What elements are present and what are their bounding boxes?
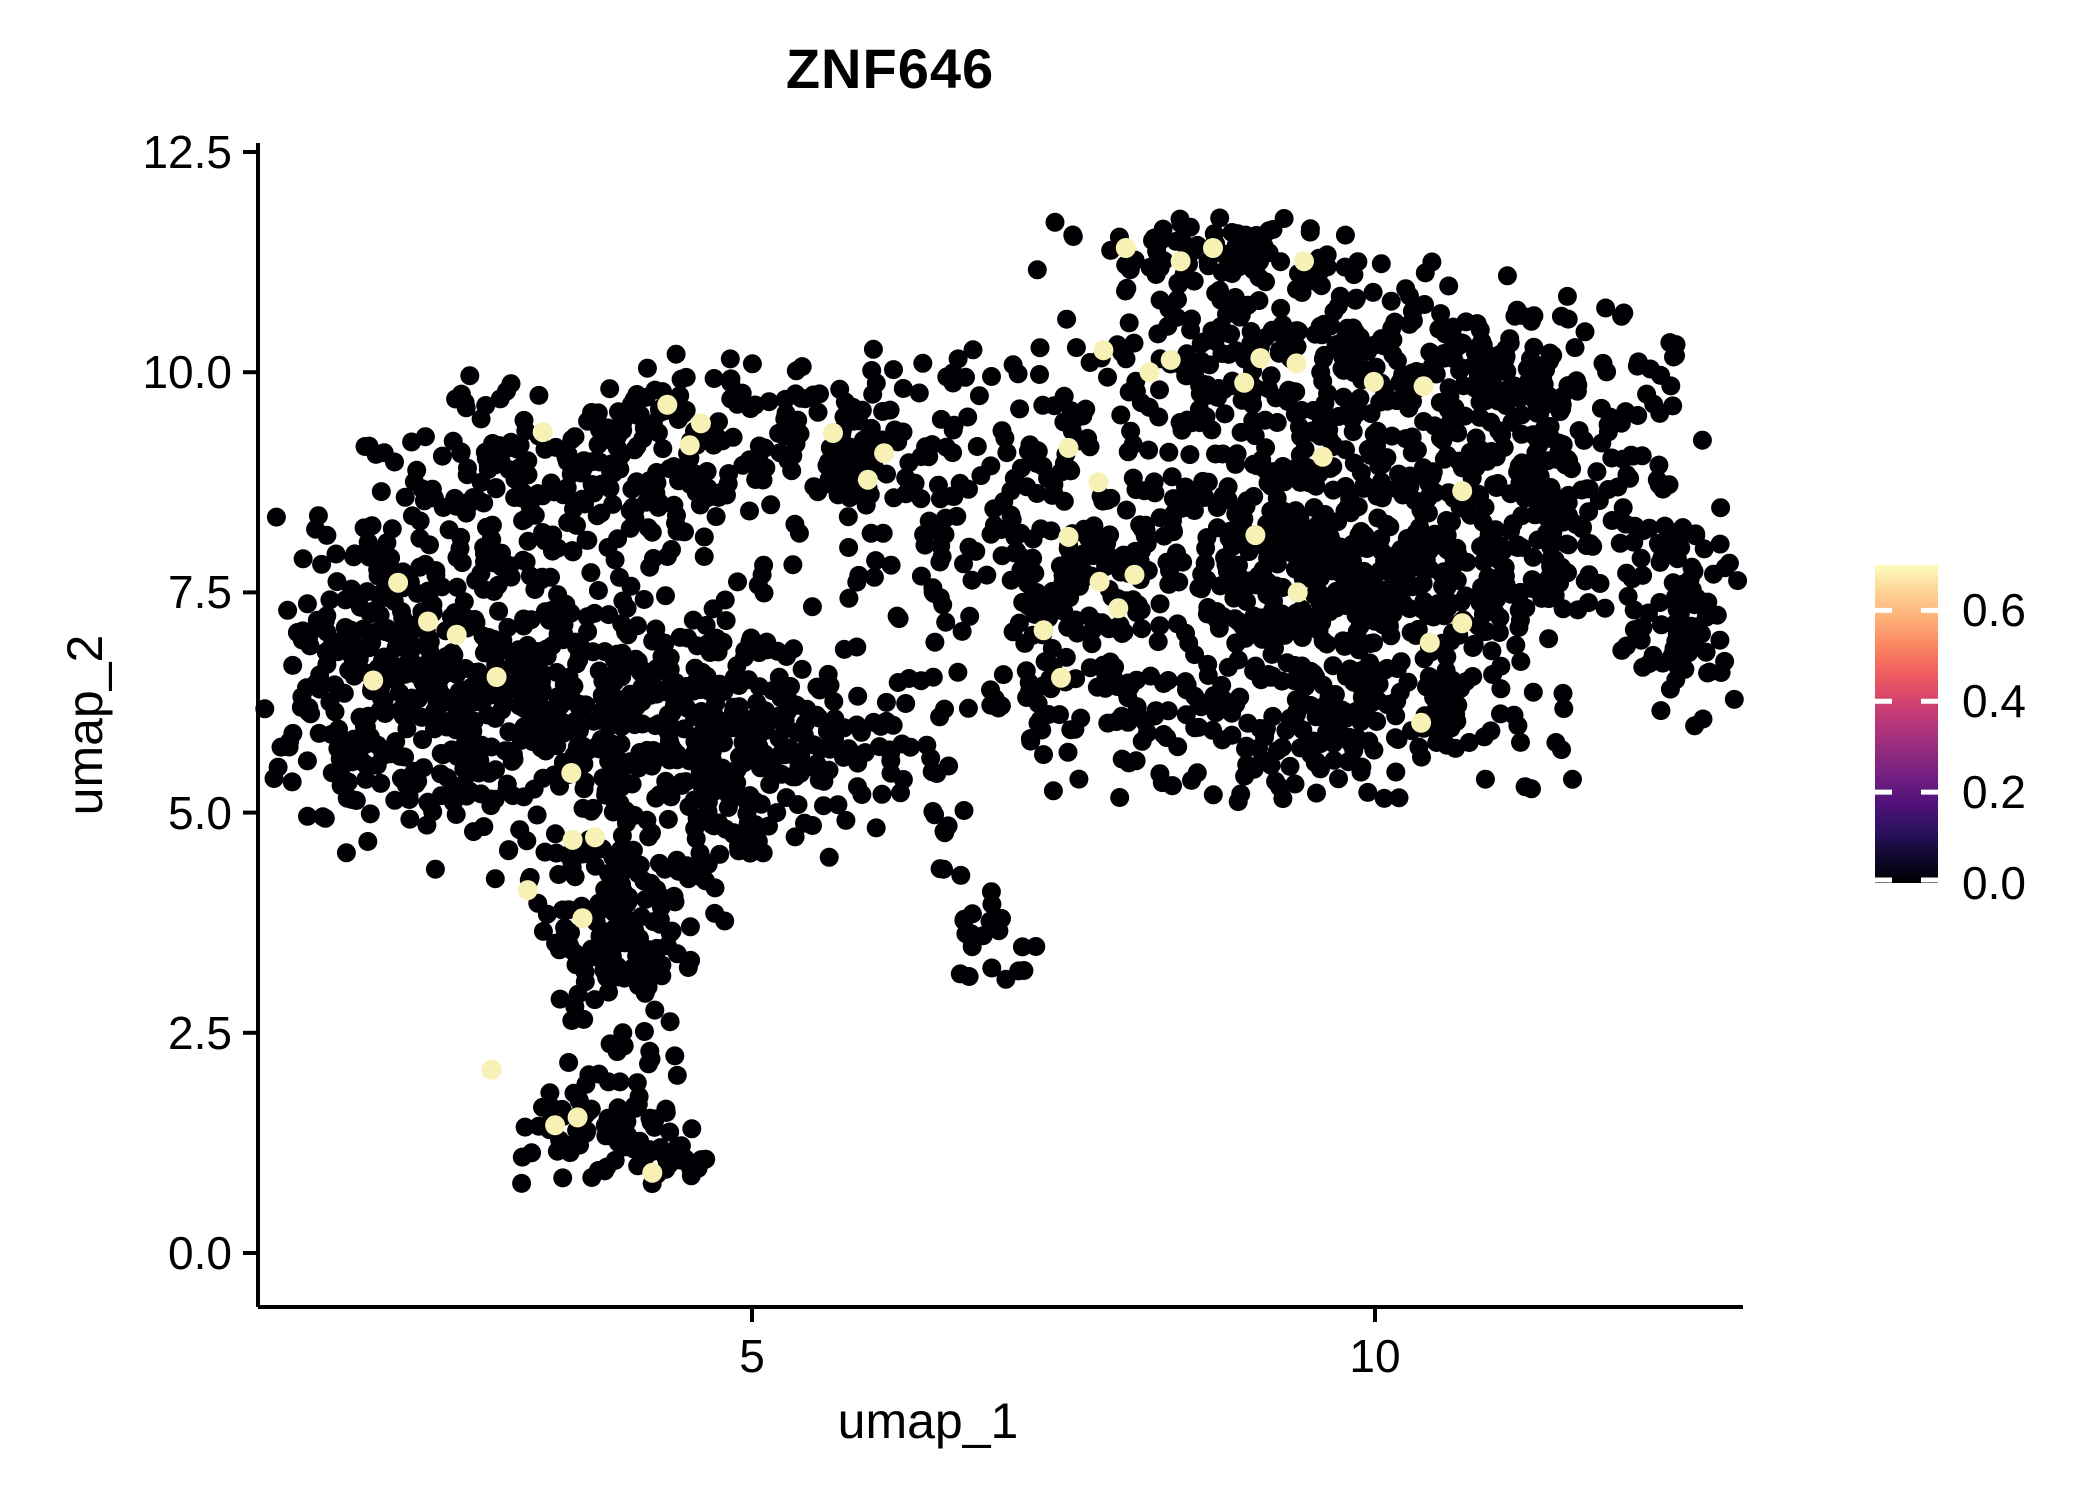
scatter-points <box>255 208 1748 1194</box>
legend-tick-label: 0.4 <box>1962 675 2026 727</box>
colorbar-gradient <box>1875 565 1938 883</box>
y-tick-label: 5.0 <box>168 787 232 839</box>
legend-tick-label: 0.2 <box>1962 766 2026 818</box>
x-tick-label: 10 <box>1349 1330 1401 1382</box>
x-axis-title: umap_1 <box>837 1393 1019 1449</box>
legend-colorbar <box>1875 565 1938 883</box>
y-tick-label: 12.5 <box>142 126 232 178</box>
y-tick-label: 0.0 <box>168 1227 232 1279</box>
y-tick-label: 2.5 <box>168 1007 232 1059</box>
legend-tick-label: 0.0 <box>1962 857 2026 909</box>
y-tick-label: 7.5 <box>168 566 232 618</box>
highlighted-scatter-points <box>363 238 1473 1183</box>
axes <box>256 143 1743 1309</box>
colorbar-tick-marks <box>1875 607 1938 883</box>
y-tick-label: 10.0 <box>142 346 232 398</box>
plot-title: ZNF646 <box>785 37 995 100</box>
legend-tick-label: 0.6 <box>1962 584 2026 636</box>
x-tick-label: 5 <box>739 1330 765 1382</box>
axis-tick-marks <box>243 150 1377 1322</box>
